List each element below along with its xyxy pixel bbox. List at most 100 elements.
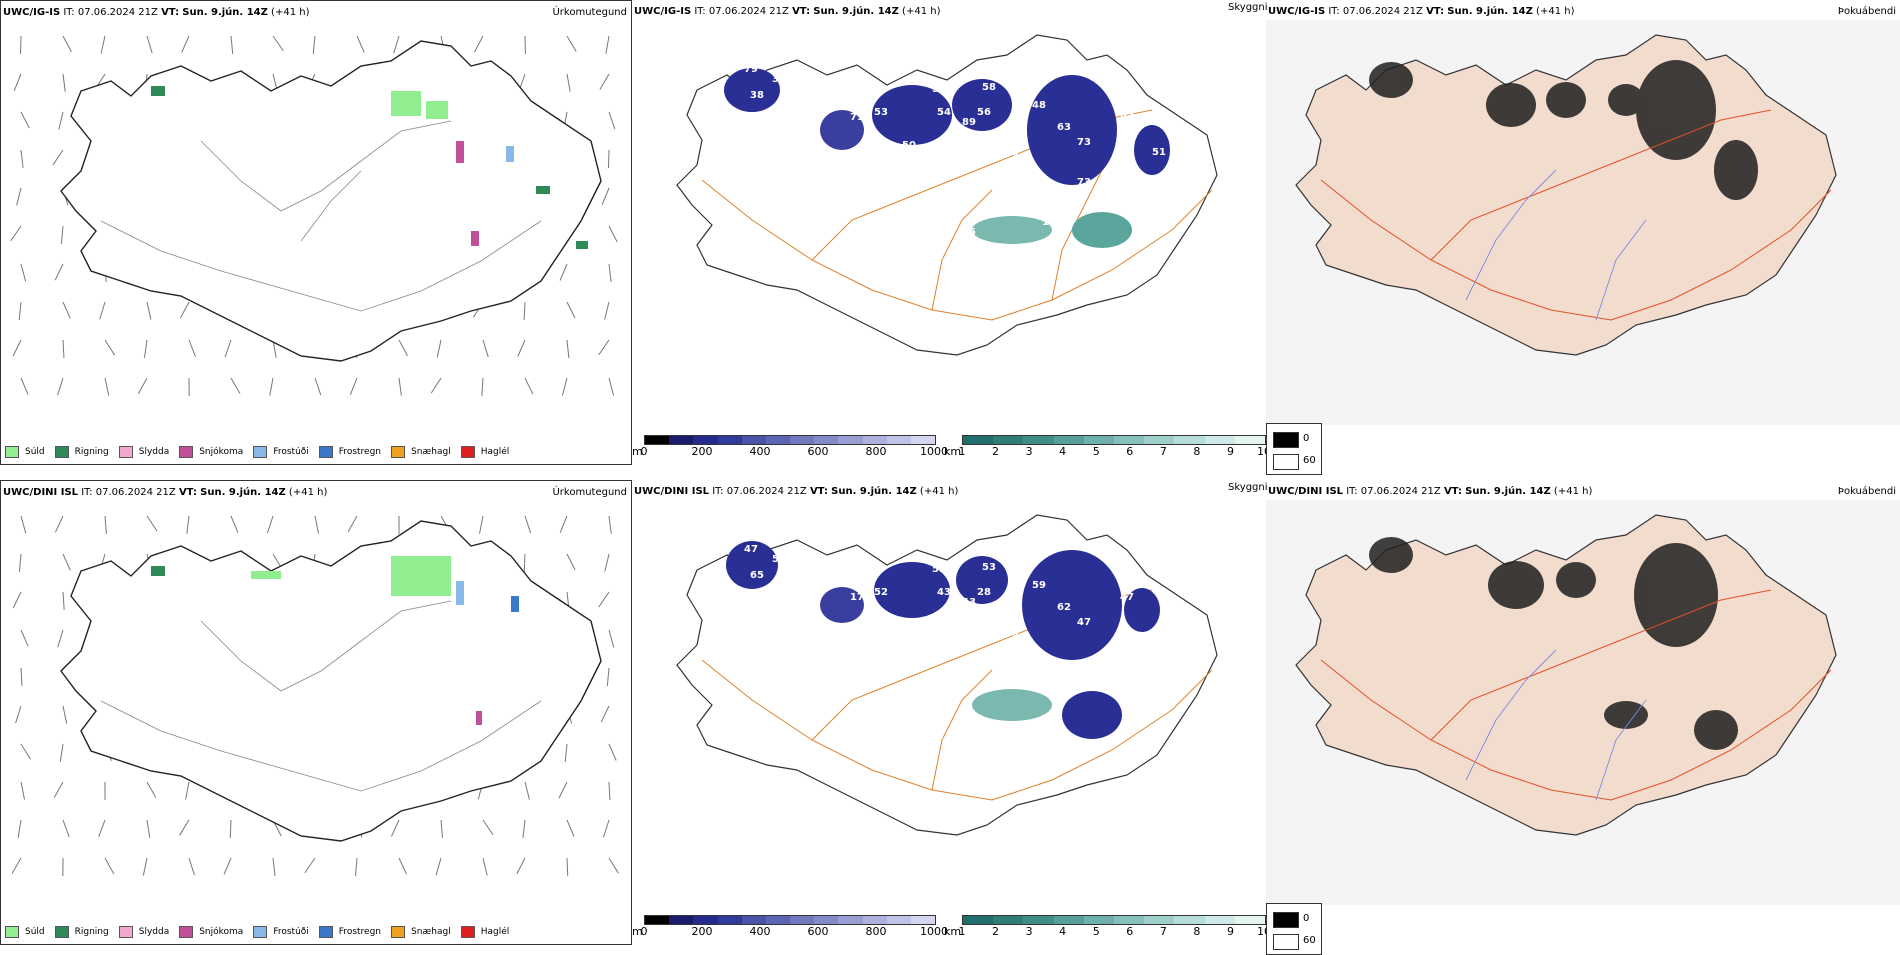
colorbar-tick: 2 — [992, 445, 999, 458]
wind-barb — [267, 516, 273, 533]
wind-barb — [21, 668, 22, 686]
wind-barb — [607, 668, 609, 686]
wind-barb — [59, 112, 63, 130]
legend-label: Snæhagl — [411, 927, 451, 937]
panel-header: UWC/DINI ISL IT: 07.06.2024 21Z VT: Sun.… — [3, 487, 327, 498]
visibility-value: 50 — [902, 140, 916, 151]
visibility-value: 65 — [750, 570, 764, 581]
wind-barb — [475, 36, 483, 52]
wind-barb — [186, 782, 189, 800]
legend-swatch — [119, 926, 133, 938]
colorbar-tick: 200 — [692, 445, 713, 458]
vt-label: VT: — [1444, 486, 1462, 497]
skyggni-label: Skyggni — [1228, 482, 1268, 493]
wind-barb — [181, 302, 189, 318]
visibility-value: 56 — [977, 107, 991, 118]
panel-header: UWC/DINI ISL IT: 07.06.2024 21Z VT: Sun.… — [1268, 486, 1592, 497]
visibility-value: 43 — [962, 597, 976, 608]
it-value: 07.06.2024 21Z — [1343, 6, 1423, 17]
legend-label: Snjókoma — [199, 447, 243, 457]
visibility-value: 73 — [1102, 172, 1116, 183]
wind-barb — [63, 554, 70, 570]
vt-label: VT: — [1426, 6, 1444, 17]
wind-barb — [63, 592, 64, 610]
ceiling-colorbar-bar — [644, 435, 936, 445]
wind-barb — [482, 378, 483, 396]
colorbar-segment — [887, 916, 911, 924]
wind-barb — [391, 820, 399, 836]
visibility-value: 97 — [1120, 112, 1134, 123]
colorbar-segment — [1205, 916, 1235, 924]
wind-barb — [189, 340, 196, 357]
colorbar-tick: 3 — [1026, 445, 1033, 458]
wind-barb — [147, 820, 150, 838]
visibility-value: 15 — [1042, 217, 1056, 228]
vt-label: VT: — [810, 486, 828, 497]
colorbar-segment — [838, 916, 862, 924]
model-label: UWC/IG-IS — [634, 6, 691, 17]
colorbar-tick: 7 — [1160, 445, 1167, 458]
legend-item: Slydda — [119, 446, 169, 458]
legend-label: Rigning — [75, 927, 109, 937]
colorbar-segment — [814, 436, 838, 444]
visibility-colorbar-bar — [962, 915, 1266, 925]
visibility-value: 35 — [962, 227, 976, 238]
wind-barb — [182, 36, 189, 52]
wind-barb — [273, 36, 283, 51]
wind-barb — [63, 36, 71, 52]
visibility-value: 66 — [902, 620, 916, 631]
wind-barb — [16, 706, 21, 723]
wind-barb — [21, 744, 31, 759]
wind-barb — [604, 820, 609, 837]
precip-map — [1, 21, 631, 426]
visibility-value: 38 — [772, 74, 786, 85]
wind-barb — [483, 340, 488, 357]
visibility-value: 48 — [1032, 100, 1046, 111]
lead-time: (+41 h) — [1536, 6, 1574, 17]
wind-barb — [523, 820, 525, 838]
colorbar-segment — [963, 916, 993, 924]
legend-swatch — [179, 926, 193, 938]
wind-barb — [348, 516, 357, 532]
visibility-value: 58 — [932, 84, 946, 95]
legend-label: Slydda — [139, 927, 169, 937]
wind-barb — [560, 516, 567, 533]
colorbar-segment — [1205, 436, 1235, 444]
colorbar-segment — [911, 436, 935, 444]
wind-barb — [14, 74, 21, 91]
wind-barb — [21, 630, 28, 646]
colorbar-tick: 9 — [1227, 445, 1234, 458]
lead-time: (+41 h) — [1554, 486, 1592, 497]
wind-barb — [431, 378, 441, 393]
visibility-value: 85 — [1037, 187, 1051, 198]
visibility-value: 54 — [937, 107, 951, 118]
precip-type-panel: UWC/DINI ISL IT: 07.06.2024 21Z VT: Sun.… — [0, 480, 632, 945]
wind-barb — [525, 378, 533, 394]
it-value: 07.06.2024 21Z — [78, 7, 158, 18]
wind-barb — [399, 858, 407, 874]
wind-barb — [518, 340, 525, 357]
wind-barb — [480, 516, 483, 534]
wind-barb — [356, 858, 357, 876]
wind-barb — [567, 74, 570, 92]
visibility-value: 52 — [874, 587, 888, 598]
panel-header: UWC/IG-IS IT: 07.06.2024 21Z VT: Sun. 9.… — [3, 7, 309, 18]
legend-item: Frostregn — [319, 926, 381, 938]
wind-barb — [12, 858, 21, 874]
wind-barb — [58, 630, 63, 647]
visibility-value: 38 — [750, 90, 764, 101]
legend-swatch — [319, 926, 333, 938]
wind-barb — [19, 302, 21, 320]
colorbar-segment — [1144, 916, 1174, 924]
legend-item: Súld — [5, 446, 45, 458]
wind-barb — [61, 226, 63, 244]
legend-item: Snjókoma — [179, 446, 243, 458]
fog-indicator-panel: UWC/DINI ISL IT: 07.06.2024 21Z VT: Sun.… — [1266, 480, 1900, 945]
panel-title: Þokuábendi — [1838, 6, 1896, 17]
colorbar-segment — [863, 916, 887, 924]
wind-barb — [437, 340, 441, 358]
legend-swatch — [5, 926, 19, 938]
colorbar-tick: 8 — [1193, 445, 1200, 458]
